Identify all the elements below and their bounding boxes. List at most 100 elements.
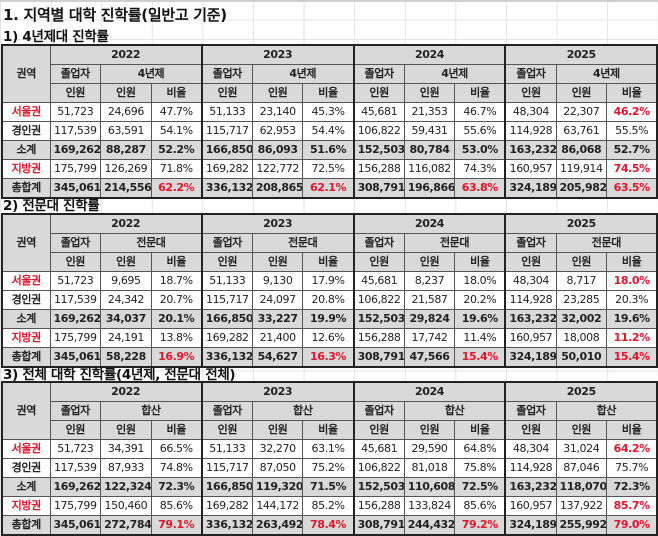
- count-cell: 9,695: [100, 271, 152, 291]
- table-row: 경인권 117,539 63,591 54.1% 115,717 62,953 54.4% 1…: [1, 121, 658, 141]
- count-cell: 32,270: [251, 439, 304, 459]
- rate-header: 비율: [150, 252, 203, 272]
- count-cell: 54,627: [251, 347, 304, 368]
- count-cell: 51,723: [49, 102, 102, 122]
- count-cell: 156,288: [352, 328, 405, 348]
- count-header: 인원: [100, 252, 152, 272]
- count-cell: 62,953: [251, 121, 304, 141]
- target-group-header: 4년제: [403, 64, 506, 84]
- header-row-groups: 졸업자 합산 졸업자 합산 졸업자 합산 졸업자 합산: [2, 401, 658, 421]
- rate-cell: 46.7%: [454, 102, 506, 122]
- rate-cell: 79.2%: [454, 515, 506, 536]
- count-header: 인원: [251, 252, 304, 272]
- count-header: 인원: [100, 83, 152, 103]
- rate-cell: 45.3%: [302, 102, 355, 122]
- region-cell: 총합계: [1, 178, 51, 199]
- count-cell: 133,824: [403, 496, 456, 516]
- count-cell: 8,717: [555, 271, 608, 291]
- count-cell: 117,539: [49, 290, 102, 310]
- year-header: 2023: [200, 213, 355, 234]
- count-cell: 345,061: [49, 347, 102, 368]
- count-cell: 106,822: [352, 121, 405, 141]
- year-header: 2024: [352, 44, 506, 65]
- count-header: 인원: [403, 83, 456, 103]
- count-cell: 122,772: [251, 159, 304, 179]
- target-group-header: 전문대: [251, 233, 355, 253]
- table-junior-college: 권역 2022 2023 2024 2025 졸업자 전문대 졸업자 전문대 졸업자 전문대 졸업자 전…: [1, 213, 658, 368]
- target-group-header: 합산: [403, 401, 506, 421]
- year-header: 2023: [200, 381, 355, 402]
- region-cell: 소계: [1, 309, 51, 329]
- rate-header: 비율: [150, 83, 203, 103]
- count-cell: 324,189: [504, 347, 557, 368]
- count-cell: 63,761: [555, 121, 608, 141]
- count-header: 인원: [504, 252, 557, 272]
- count-cell: 29,824: [403, 309, 456, 329]
- count-cell: 345,061: [49, 178, 102, 199]
- count-cell: 163,232: [504, 140, 557, 160]
- rate-cell: 64.8%: [454, 439, 506, 459]
- table-row: 총합계 345,061 214,556 62.2% 336,132 208,865 62.1…: [1, 178, 658, 199]
- count-cell: 51,133: [200, 439, 253, 459]
- count-cell: 87,050: [251, 458, 304, 478]
- count-cell: 18,008: [555, 328, 608, 348]
- rate-cell: 20.8%: [302, 290, 355, 310]
- rate-cell: 20.2%: [454, 290, 506, 310]
- count-cell: 160,957: [504, 328, 557, 348]
- rate-cell: 79.0%: [606, 515, 658, 536]
- count-cell: 175,799: [49, 496, 102, 516]
- header-row-years: 권역 2022 2023 2024 2025: [1, 44, 658, 103]
- count-header: 인원: [49, 83, 102, 103]
- rate-cell: 17.9%: [302, 271, 355, 291]
- count-cell: 48,304: [504, 439, 557, 459]
- table-row: 지방권 175,799 24,191 13.8% 169,282 21,400 12.6% 1…: [1, 328, 658, 348]
- section-2-subtitle: 2) 전문대 진학률: [3, 198, 100, 214]
- count-cell: 175,799: [49, 159, 102, 179]
- count-cell: 308,791: [352, 515, 405, 536]
- region-cell: 경인권: [1, 458, 51, 478]
- region-cell: 소계: [1, 477, 51, 497]
- count-header: 인원: [555, 420, 608, 440]
- rate-cell: 71.8%: [150, 159, 203, 179]
- header-row-columns: 인원 인원 비율 인원 인원 비율 인원 인원 비율 인원 인원 비율: [2, 83, 658, 103]
- page-title: 1. 지역별 대학 진학률(일반고 기준): [3, 6, 227, 24]
- count-cell: 50,010: [555, 347, 608, 368]
- rate-header: 비율: [606, 252, 658, 272]
- region-cell: 서울권: [1, 439, 51, 459]
- rate-cell: 20.3%: [606, 290, 658, 310]
- year-header: 2023: [200, 44, 355, 65]
- rate-cell: 12.6%: [302, 328, 355, 348]
- year-header: 2022: [49, 213, 203, 234]
- count-cell: 336,132: [200, 515, 253, 536]
- count-cell: 169,282: [200, 328, 253, 348]
- count-cell: 21,353: [403, 102, 456, 122]
- target-group-header: 4년제: [555, 64, 658, 84]
- count-cell: 163,232: [504, 309, 557, 329]
- graduates-header: 졸업자: [200, 233, 253, 253]
- count-cell: 114,928: [504, 458, 557, 478]
- count-header: 인원: [100, 420, 152, 440]
- count-cell: 80,784: [403, 140, 456, 160]
- table-row: 경인권 117,539 24,342 20.7% 115,717 24,097 20.8% 1…: [1, 290, 658, 310]
- count-cell: 152,503: [352, 477, 405, 497]
- count-cell: 9,130: [251, 271, 304, 291]
- count-cell: 34,391: [100, 439, 152, 459]
- graduates-header: 졸업자: [504, 233, 557, 253]
- count-cell: 308,791: [352, 178, 405, 199]
- count-cell: 115,717: [200, 290, 253, 310]
- target-group-header: 4년제: [100, 64, 203, 84]
- count-header: 인원: [352, 420, 405, 440]
- section-1-subtitle: 1) 4년제대 진학률: [3, 29, 109, 45]
- rate-cell: 11.2%: [606, 328, 658, 348]
- count-cell: 8,237: [403, 271, 456, 291]
- region-header: 권역: [1, 44, 51, 103]
- target-group-header: 합산: [555, 401, 658, 421]
- table-row: 총합계 345,061 58,228 16.9% 336,132 54,627 16.3% 3…: [1, 347, 658, 368]
- count-cell: 87,933: [100, 458, 152, 478]
- year-header: 2025: [504, 213, 658, 234]
- count-cell: 33,227: [251, 309, 304, 329]
- count-cell: 208,865: [251, 178, 304, 199]
- region-header: 권역: [1, 381, 51, 440]
- rate-cell: 78.4%: [302, 515, 355, 536]
- count-cell: 51,723: [49, 439, 102, 459]
